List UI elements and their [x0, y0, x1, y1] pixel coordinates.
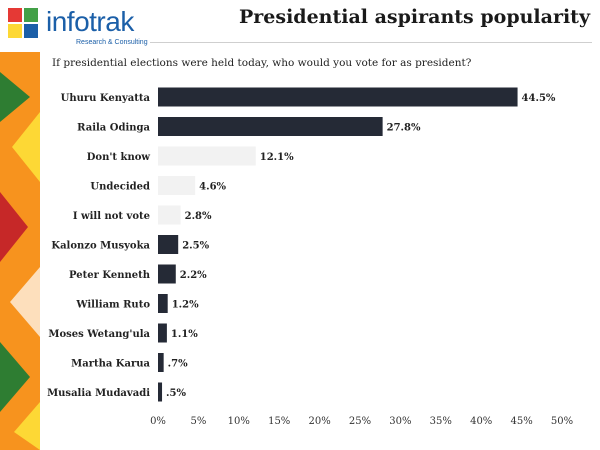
x-tick-label: 35%: [430, 416, 452, 427]
bar: [158, 294, 168, 313]
bar: [158, 382, 163, 402]
category-label: Don't know: [87, 152, 151, 163]
logo-subtitle: Research & Consulting: [76, 39, 148, 46]
category-label: Kalonzo Musyoka: [51, 241, 150, 252]
category-label: Undecided: [90, 182, 150, 193]
x-tick-label: 20%: [308, 416, 330, 427]
value-label: 1.1%: [171, 329, 198, 340]
category-label: Musalia Mudavadi: [47, 388, 150, 399]
value-label: .7%: [168, 359, 188, 370]
logo-mark-icon: [8, 8, 38, 38]
x-tick-label: 5%: [190, 416, 206, 427]
value-label: 44.5%: [522, 93, 556, 104]
page-title: Presidential aspirants popularity: [239, 6, 590, 28]
value-label: 2.5%: [182, 241, 209, 252]
title-divider: [150, 42, 592, 43]
x-tick-label: 30%: [389, 416, 411, 427]
x-tick-label: 25%: [349, 416, 371, 427]
x-tick-label: 50%: [551, 416, 573, 427]
value-label: 2.2%: [180, 270, 207, 281]
bar: [158, 235, 179, 254]
bar: [158, 205, 181, 225]
value-label: 2.8%: [185, 211, 212, 222]
bar: [158, 87, 518, 107]
bar: [158, 353, 164, 372]
value-label: 4.6%: [199, 182, 226, 193]
value-label: 1.2%: [172, 300, 199, 311]
category-label: Peter Kenneth: [69, 270, 151, 281]
bar: [158, 146, 256, 166]
x-tick-label: 0%: [150, 416, 166, 427]
category-label: Raila Odinga: [77, 123, 150, 134]
logo-wordmark: infotrak: [46, 6, 134, 37]
value-label: 12.1%: [260, 152, 294, 163]
bar: [158, 117, 383, 136]
x-tick-label: 45%: [510, 416, 532, 427]
x-tick-label: 15%: [268, 416, 290, 427]
infotrak-logo: infotrak Research & Consulting: [6, 6, 148, 50]
x-tick-label: 40%: [470, 416, 492, 427]
value-label: 27.8%: [387, 123, 421, 134]
category-label: Uhuru Kenyatta: [61, 93, 151, 104]
category-label: Martha Karua: [71, 359, 150, 370]
x-tick-label: 10%: [228, 416, 250, 427]
value-label: .5%: [166, 388, 186, 399]
decorative-side-strip: [0, 52, 40, 450]
bar: [158, 176, 196, 195]
category-label: Moses Wetang'ula: [48, 329, 150, 340]
category-label: William Ruto: [75, 300, 150, 311]
bar: [158, 323, 167, 343]
survey-question: If presidential elections were held toda…: [52, 57, 472, 69]
category-label: I will not vote: [73, 211, 150, 222]
bar: [158, 264, 176, 284]
